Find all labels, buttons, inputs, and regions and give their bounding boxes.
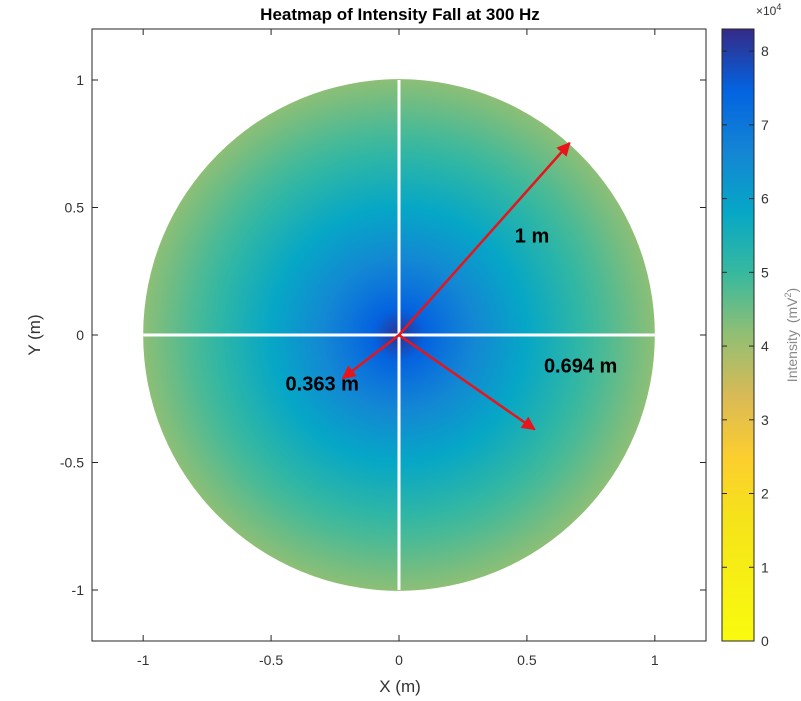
- y-tick-label: 1: [76, 72, 84, 88]
- colorbar: [721, 28, 755, 642]
- colorbar-tick-label: 2: [761, 486, 769, 502]
- arrow-mark: [398, 333, 536, 431]
- colorbar-tick-label: 6: [761, 191, 769, 207]
- colorbar-title-unit: (mV: [784, 297, 800, 323]
- arrow-annotations: 1 m 0.363 m 0.694 m: [286, 141, 617, 431]
- colorbar-exponent: ×104: [756, 2, 781, 18]
- y-axis-title: Y (m): [25, 314, 44, 355]
- colorbar-ticks: 0 1 2 3 4 5 6 7 8: [722, 43, 769, 649]
- arrow-label: 0.694 m: [544, 356, 617, 378]
- x-axis-title: X (m): [379, 677, 421, 696]
- x-tick-label: -1: [137, 652, 150, 668]
- x-tick-label: -0.5: [259, 652, 283, 668]
- y-axis-ticks: -1 -0.5 0 0.5 1: [60, 72, 706, 598]
- colorbar-exponent-base: ×10: [756, 4, 777, 18]
- colorbar-tick-label: 3: [761, 412, 769, 428]
- colorbar-tick-label: 0: [761, 633, 769, 649]
- y-tick-label: -1: [72, 582, 85, 598]
- arrow-mark: [341, 334, 400, 380]
- x-tick-label: 0: [395, 652, 403, 668]
- arrow-label: 1 m: [515, 226, 549, 248]
- colorbar-title-unit-close: ): [784, 288, 800, 293]
- x-tick-label: 1: [651, 652, 659, 668]
- colorbar-title-text: Intensity: [784, 330, 800, 382]
- colorbar-tick-label: 1: [761, 559, 769, 575]
- chart-title: Heatmap of Intensity Fall at 300 Hz: [260, 5, 540, 24]
- y-tick-label: -0.5: [60, 455, 84, 471]
- colorbar-exponent-power: 4: [776, 2, 781, 12]
- arrow-mark: [398, 141, 571, 336]
- y-tick-label: 0: [76, 327, 84, 343]
- y-tick-label: 0.5: [65, 200, 85, 216]
- colorbar-tick-label: 5: [761, 264, 769, 280]
- arrow-label: 0.363 m: [286, 373, 359, 395]
- colorbar-title-unit-sup: 2: [783, 292, 793, 297]
- colorbar-tick-label: 8: [761, 43, 769, 59]
- x-axis-ticks: -1 -0.5 0 0.5 1: [137, 29, 659, 668]
- colorbar-tick-label: 7: [761, 117, 769, 133]
- colorbar-tick-label: 4: [761, 338, 769, 354]
- colorbar-title: Intensity (mV2): [783, 288, 800, 382]
- x-tick-label: 0.5: [517, 652, 537, 668]
